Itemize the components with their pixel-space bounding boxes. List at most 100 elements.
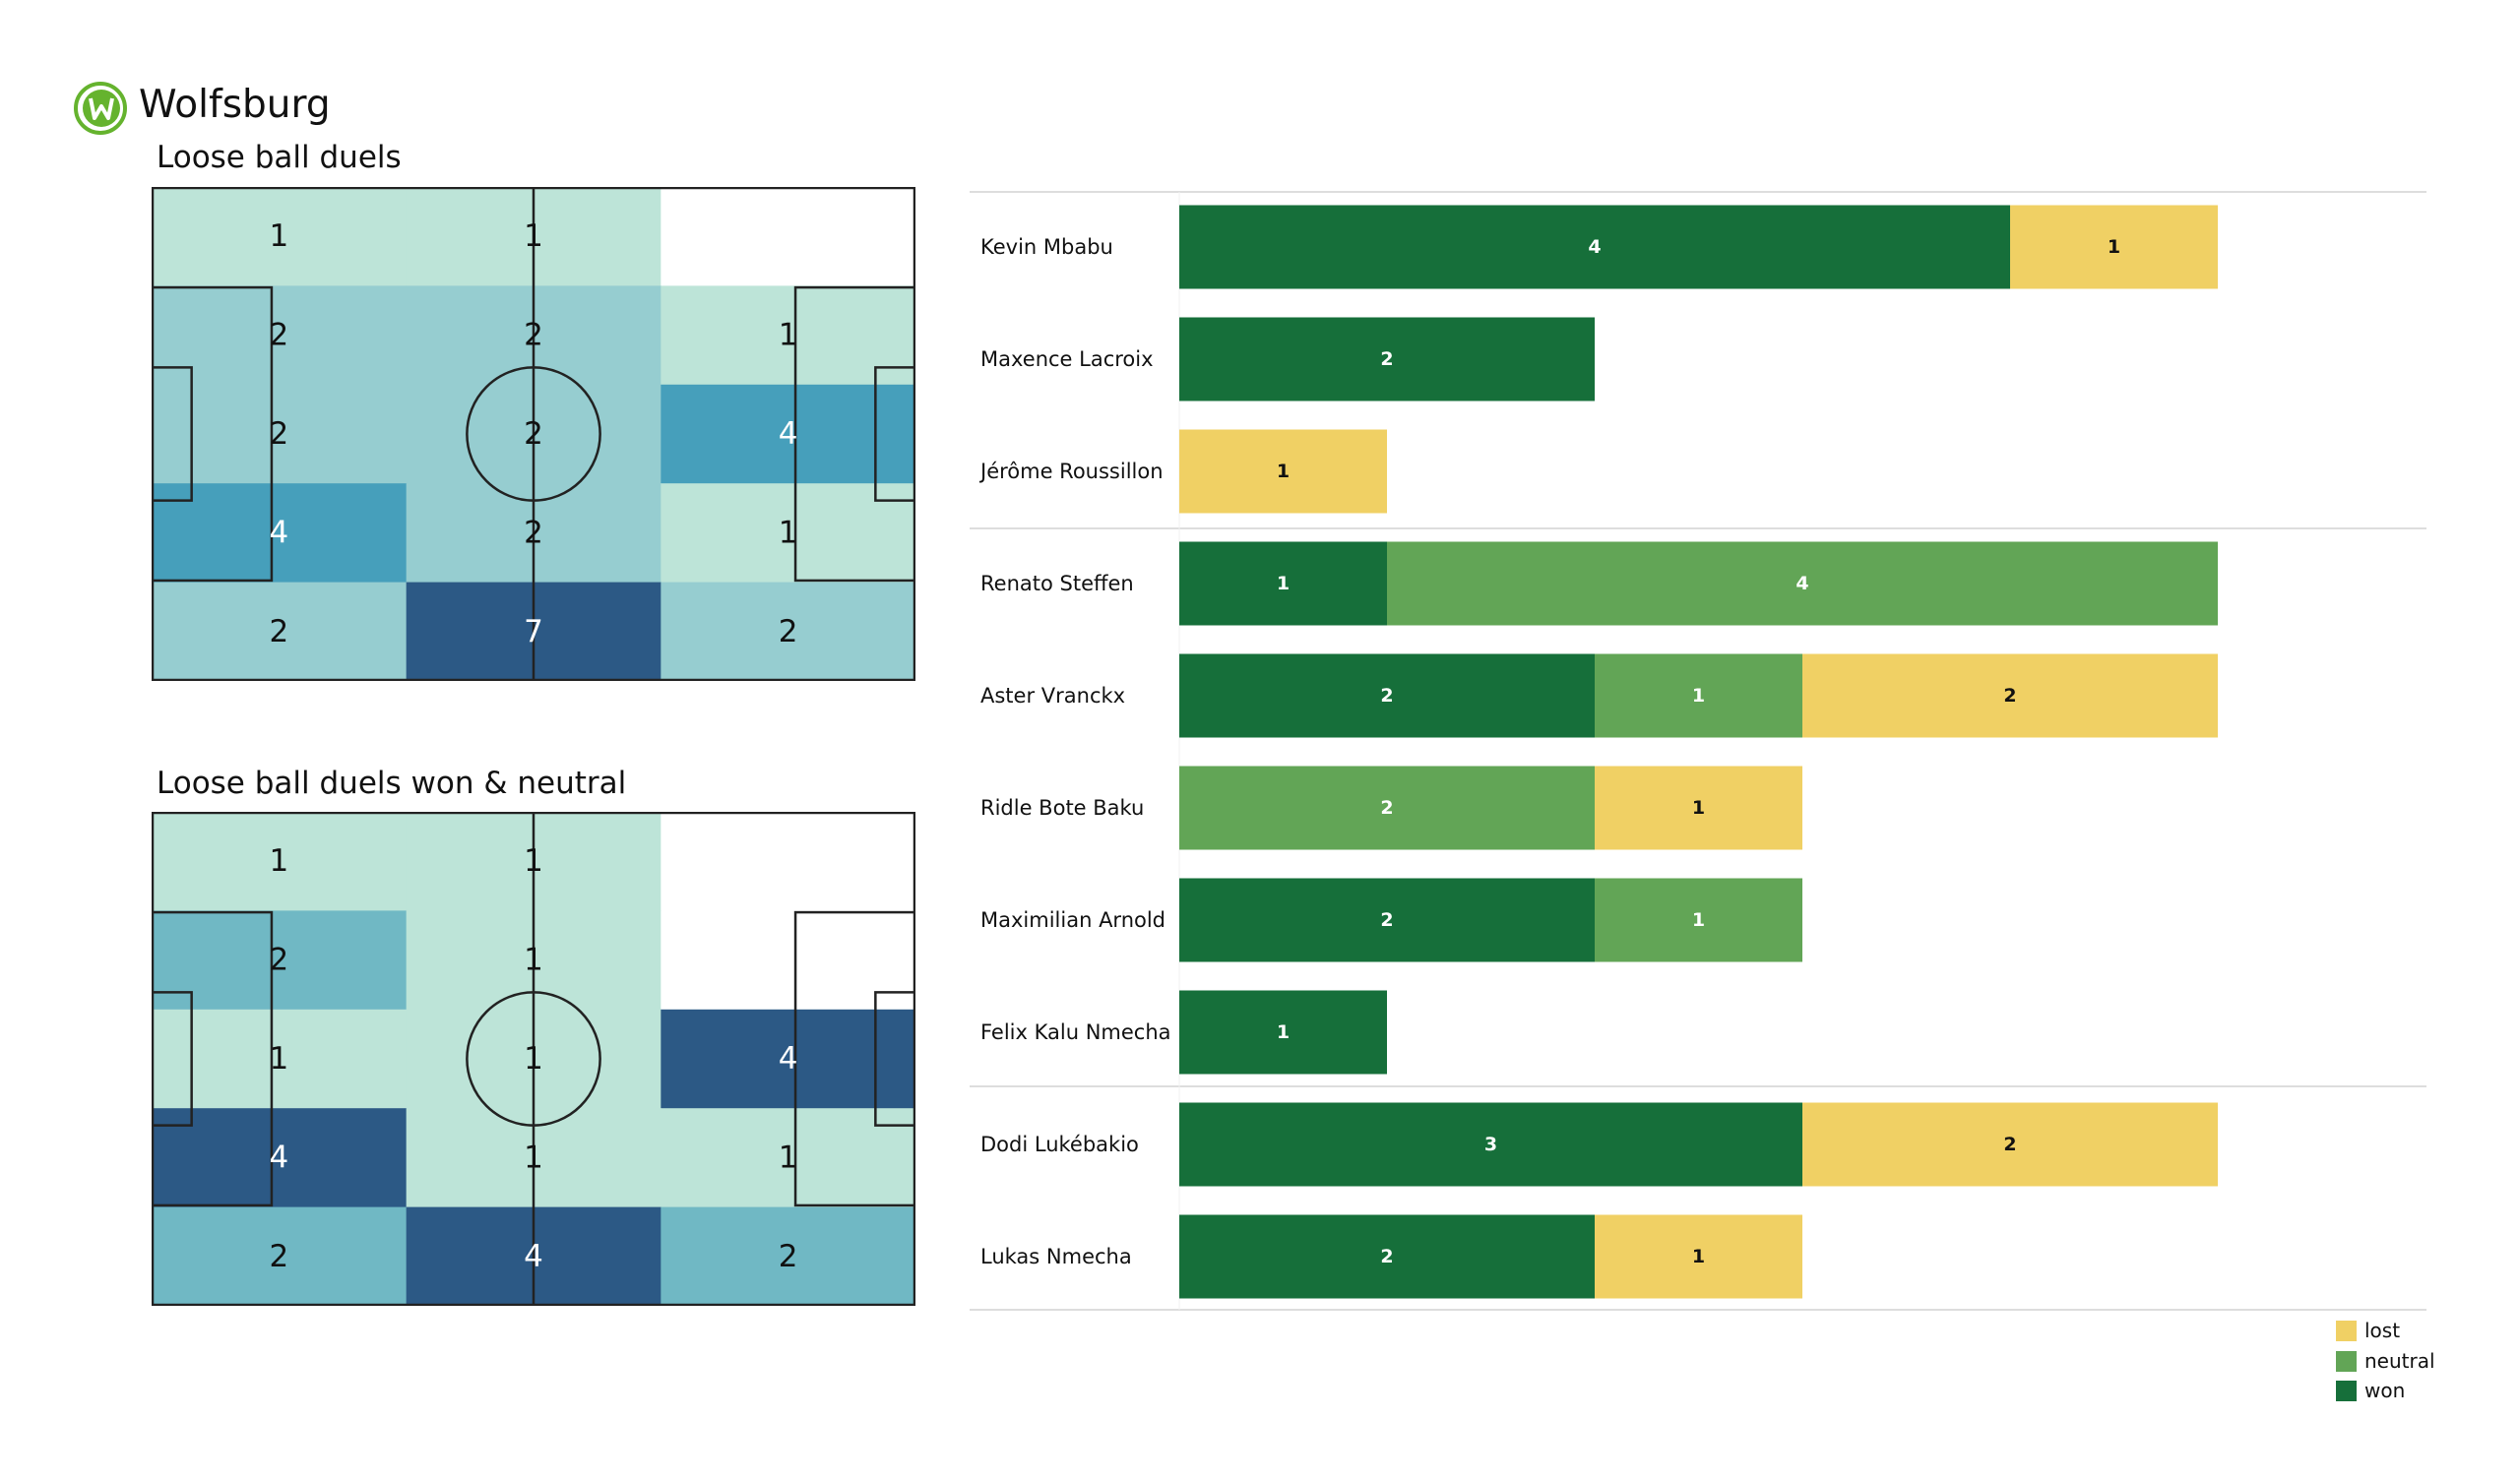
bar-value-won: 2	[1380, 1246, 1393, 1267]
heatmap-cell-value: 2	[269, 943, 288, 978]
heatmap-cell	[152, 1206, 408, 1306]
player-label: Maxence Lacroix	[980, 347, 1154, 371]
pitch-heatmap-won-neutral: 1 1 2 1 1 1 4 4 1 1 2 4 2	[152, 812, 915, 1306]
player-label: Maximilian Arnold	[980, 908, 1166, 932]
heatmap-cell-value: 1	[524, 218, 543, 254]
bar-lost	[1802, 653, 2218, 738]
team-title: Wolfsburg	[139, 83, 331, 127]
bar-value-won: 2	[1380, 685, 1393, 707]
heatmap-cell-value: 1	[779, 515, 798, 550]
bar-value-lost: 2	[2003, 1134, 2016, 1155]
bar-value-won: 3	[1484, 1134, 1497, 1155]
heatmap-cell-value: 2	[269, 318, 288, 353]
bar-value-won: 2	[1380, 348, 1393, 370]
left-penalty-box	[152, 285, 274, 583]
heatmap-cell	[661, 384, 915, 484]
heatmap-cell	[152, 187, 408, 286]
heatmap-cell	[152, 910, 408, 1011]
heatmap-cell	[661, 483, 915, 584]
left-six-yard-box	[152, 366, 193, 502]
player-label: Jérôme Roussillon	[978, 460, 1164, 483]
heatmap-cell	[152, 483, 408, 584]
heatmap-cell-value: 2	[269, 614, 288, 649]
bar-lost	[1595, 1214, 1802, 1299]
player-label: Aster Vranckx	[980, 684, 1125, 708]
heatmap-cell-value: 2	[524, 515, 543, 550]
left-penalty-box	[152, 910, 274, 1207]
player-label: Kevin Mbabu	[980, 235, 1113, 259]
heatmap-cell-value: 2	[524, 318, 543, 353]
player-label: Dodi Lukébakio	[980, 1133, 1139, 1156]
heatmap-cell-value: 1	[524, 1041, 543, 1077]
heatmap-cell-value: 4	[269, 1140, 288, 1175]
bar-neutral	[1595, 653, 1802, 738]
heatmap-cell	[152, 384, 408, 484]
bar-lost	[2010, 205, 2218, 289]
heatmap-cell-value: 1	[524, 943, 543, 978]
heatmap-cell-value: 2	[779, 614, 798, 649]
heatmap-cell	[152, 582, 408, 681]
bar-won	[1179, 878, 1595, 962]
bar-won	[1179, 317, 1595, 401]
legend-swatch-lost	[2336, 1321, 2357, 1341]
heatmap-cell	[661, 285, 915, 386]
heatmap-cell	[152, 285, 408, 386]
player-label: Felix Kalu Nmecha	[980, 1020, 1171, 1044]
bar-won	[1179, 653, 1595, 738]
heatmap-cell-value: 4	[779, 1041, 798, 1077]
bar-won	[1179, 1102, 1802, 1187]
pitch-heatmap-loose-ball-duels: 1 12 2 12 2 44 2 12 7 2	[152, 187, 915, 681]
player-label: Renato Steffen	[980, 572, 1134, 595]
bar-value-lost: 1	[2108, 236, 2120, 258]
wolfsburg-logo-icon	[74, 82, 127, 135]
heatmap-cell-value: 2	[269, 416, 288, 452]
bar-neutral	[1179, 766, 1595, 850]
player-label: Lukas Nmecha	[980, 1245, 1132, 1268]
bar-neutral	[1595, 878, 1802, 962]
bar-value-neutral: 1	[1692, 685, 1705, 707]
bar-neutral	[1387, 541, 2218, 626]
center-circle	[466, 366, 601, 502]
heatmap-cell-value: 1	[269, 218, 288, 254]
heatmap-cell-value: 1	[269, 843, 288, 879]
heatmap-cell-value: 2	[779, 1239, 798, 1274]
bar-value-neutral: 2	[1380, 797, 1393, 819]
heatmap-cell	[152, 1108, 408, 1208]
pitch2-title: Loose ball duels won & neutral	[157, 766, 627, 801]
bar-lost	[1595, 766, 1802, 850]
heatmap-cell-value: 1	[524, 1140, 543, 1175]
bar-won	[1179, 1214, 1595, 1299]
bar-value-neutral: 1	[1692, 909, 1705, 931]
heatmap-cell	[152, 1009, 408, 1109]
heatmap-cell	[661, 582, 915, 681]
heatmap-cell-value: 2	[269, 1239, 288, 1274]
bar-value-lost: 1	[1692, 797, 1705, 819]
legend-swatch-neutral	[2336, 1351, 2357, 1372]
bar-won	[1179, 990, 1387, 1075]
heatmap-cell	[661, 1009, 915, 1109]
heatmap-cell-value: 1	[779, 1140, 798, 1175]
heatmap-cell-value: 4	[269, 515, 288, 550]
heatmap-cell	[661, 1206, 915, 1306]
heatmap-cell-value: 1	[269, 1041, 288, 1077]
heatmap-cell-value: 1	[779, 318, 798, 353]
heatmap-cell-value: 4	[779, 416, 798, 452]
player-label: Ridle Bote Baku	[980, 796, 1144, 820]
heatmap-cell	[661, 1108, 915, 1208]
heatmap-cell	[152, 812, 408, 911]
legend-label-won: won	[2364, 1379, 2405, 1402]
bar-value-neutral: 4	[1796, 573, 1808, 594]
bar-value-won: 1	[1277, 1021, 1290, 1043]
heatmap-cell-value: 7	[524, 614, 543, 649]
bar-lost	[1802, 1102, 2218, 1187]
legend-label-neutral: neutral	[2364, 1349, 2435, 1373]
heatmap-cell	[661, 187, 915, 286]
legend-swatch-won	[2336, 1381, 2357, 1401]
bar-value-lost: 1	[1692, 1246, 1705, 1267]
bar-value-won: 2	[1380, 909, 1393, 931]
left-six-yard-box	[152, 991, 193, 1127]
heatmap-cell-value: 1	[524, 843, 543, 879]
legend-label-lost: lost	[2364, 1319, 2400, 1342]
heatmap-cell-value: 4	[524, 1239, 543, 1274]
